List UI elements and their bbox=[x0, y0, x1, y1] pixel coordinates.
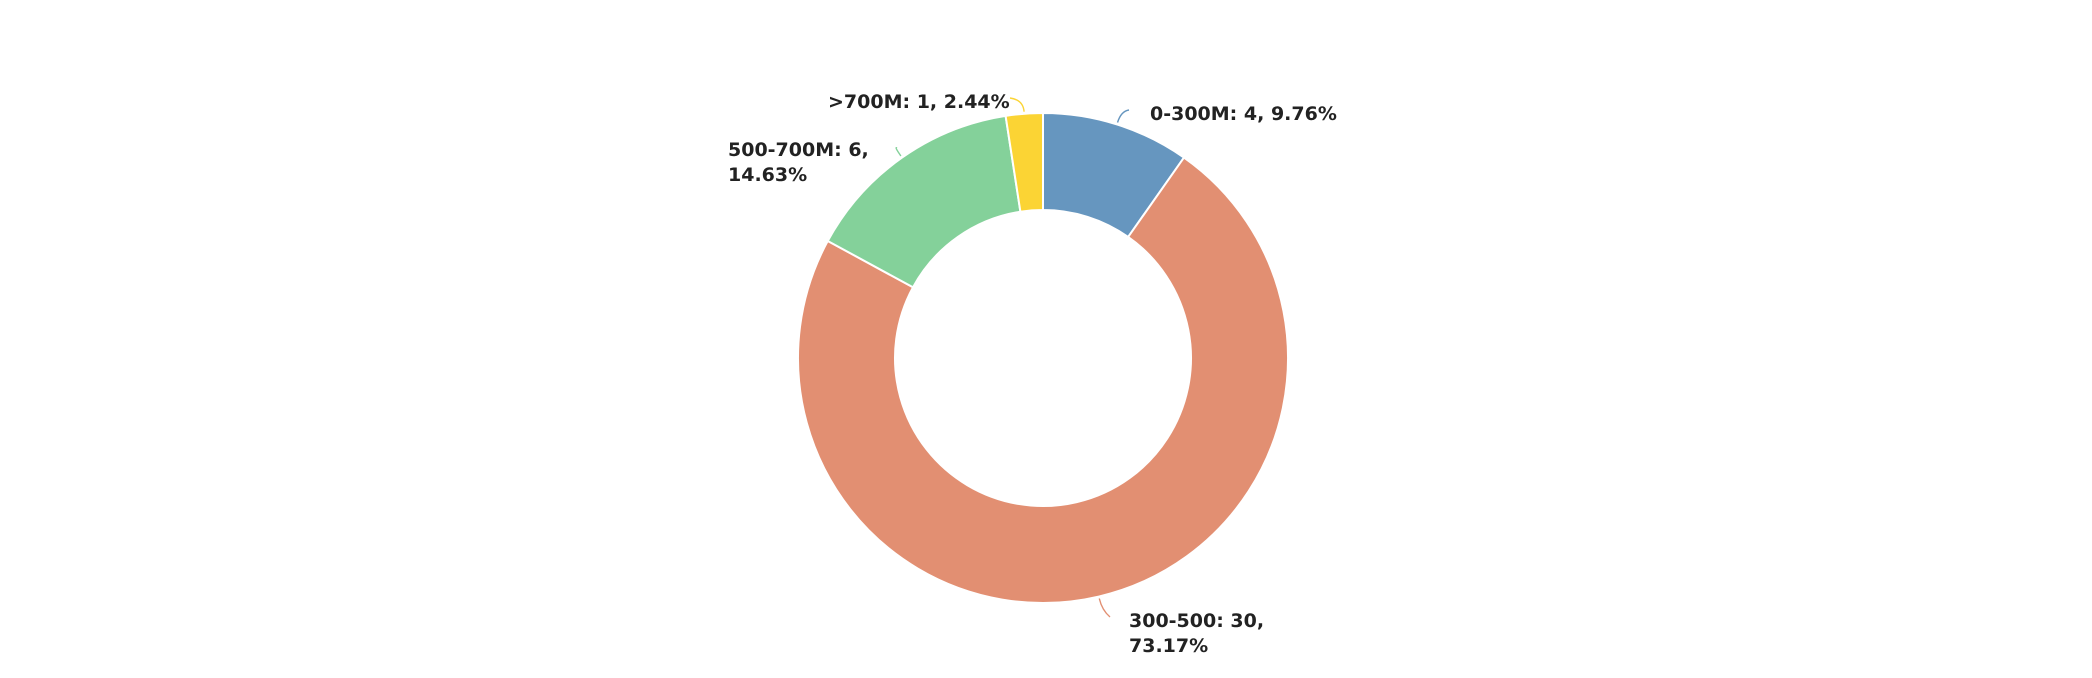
slice-label: 0-300M: 4, 9.76% bbox=[1150, 103, 1337, 125]
leader-line bbox=[1116, 109, 1130, 123]
leader-line bbox=[895, 147, 902, 157]
slice-label-line: >700M: 1, 2.44% bbox=[828, 91, 1010, 113]
slice-300-500[interactable] bbox=[797, 156, 1289, 604]
leader-lines-layer bbox=[895, 97, 1130, 618]
slice-label: >700M: 1, 2.44% bbox=[828, 91, 1010, 113]
slice-label: 300-500: 30, 73.17% bbox=[1129, 610, 1264, 657]
slice-label-line: 500-700M: 6, bbox=[728, 139, 869, 161]
slice-label-line: 14.63% bbox=[728, 164, 807, 186]
slice-label-line: 300-500: 30, bbox=[1129, 610, 1264, 632]
slice-label-line: 73.17% bbox=[1129, 635, 1208, 657]
slice-label-line: 0-300M: 4, 9.76% bbox=[1150, 103, 1337, 125]
slice-700m[interactable] bbox=[1004, 111, 1044, 213]
slice-label: 500-700M: 6, 14.63% bbox=[728, 139, 869, 186]
leader-line bbox=[1009, 97, 1025, 112]
leader-line bbox=[1098, 598, 1111, 618]
slice-labels-layer: 0-300M: 4, 9.76% 300-500: 30, 73.17% 500-70… bbox=[728, 91, 1337, 657]
slices-layer bbox=[797, 111, 1289, 604]
